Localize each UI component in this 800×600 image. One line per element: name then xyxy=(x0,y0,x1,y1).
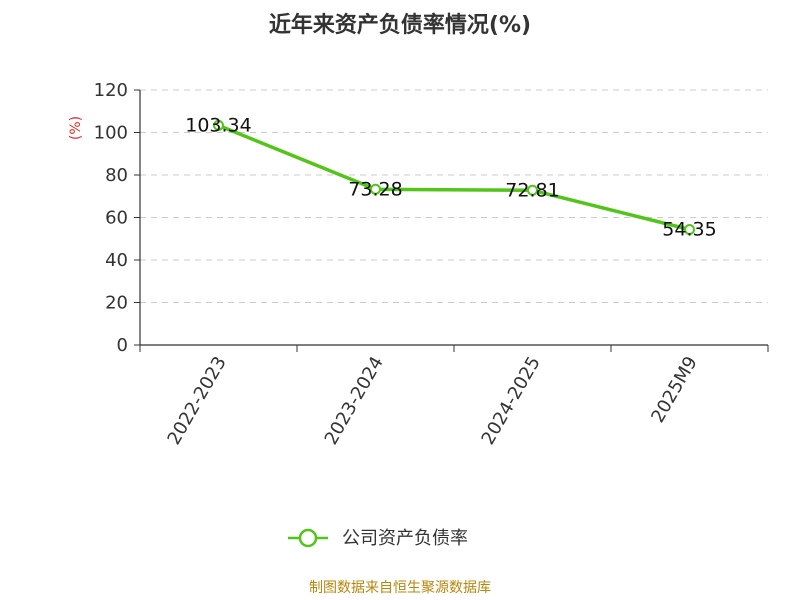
data-labels: 103.34 73.28 72.81 54.35 xyxy=(185,114,716,240)
data-point[interactable] xyxy=(527,184,538,196)
data-point[interactable] xyxy=(213,119,224,131)
x-tick-label: 2023-2024 xyxy=(321,353,388,448)
series-line xyxy=(217,123,690,232)
data-label: 103.34 xyxy=(185,114,251,136)
source-note: 制图数据来自恒生聚源数据库 xyxy=(309,580,491,596)
y-tick-label: 20 xyxy=(105,293,128,314)
x-tick-label: 2022-2023 xyxy=(164,353,231,448)
legend-marker-icon xyxy=(298,528,318,548)
grid-lines xyxy=(140,89,768,303)
legend-label: 公司资产负债率 xyxy=(342,528,468,549)
y-tick-label: 60 xyxy=(105,208,128,229)
y-tick-label: 80 xyxy=(105,165,128,186)
x-axis-ticks: 2022-2023 2023-2024 2024-2025 2025M9 xyxy=(139,345,769,448)
legend[interactable]: 公司资产负债率 xyxy=(288,528,468,549)
x-tick-label: 2024-2025 xyxy=(478,353,545,448)
data-point[interactable] xyxy=(370,183,381,195)
y-axis-ticks: 0 20 40 60 80 100 120 xyxy=(94,80,140,356)
y-tick-label: 120 xyxy=(94,80,128,101)
y-tick-label: 100 xyxy=(94,123,128,144)
chart-title: 近年来资产负债率情况(%) xyxy=(269,12,531,38)
series-layer xyxy=(213,119,695,236)
data-label: 73.28 xyxy=(348,178,402,200)
y-tick-label: 40 xyxy=(105,250,128,271)
data-point[interactable] xyxy=(684,224,695,236)
x-tick-label: 2025M9 xyxy=(647,353,702,427)
data-label: 72.81 xyxy=(505,179,559,201)
data-label: 54.35 xyxy=(662,219,716,241)
y-tick-label: 0 xyxy=(117,335,128,356)
y-axis-unit: (%) xyxy=(68,116,84,140)
